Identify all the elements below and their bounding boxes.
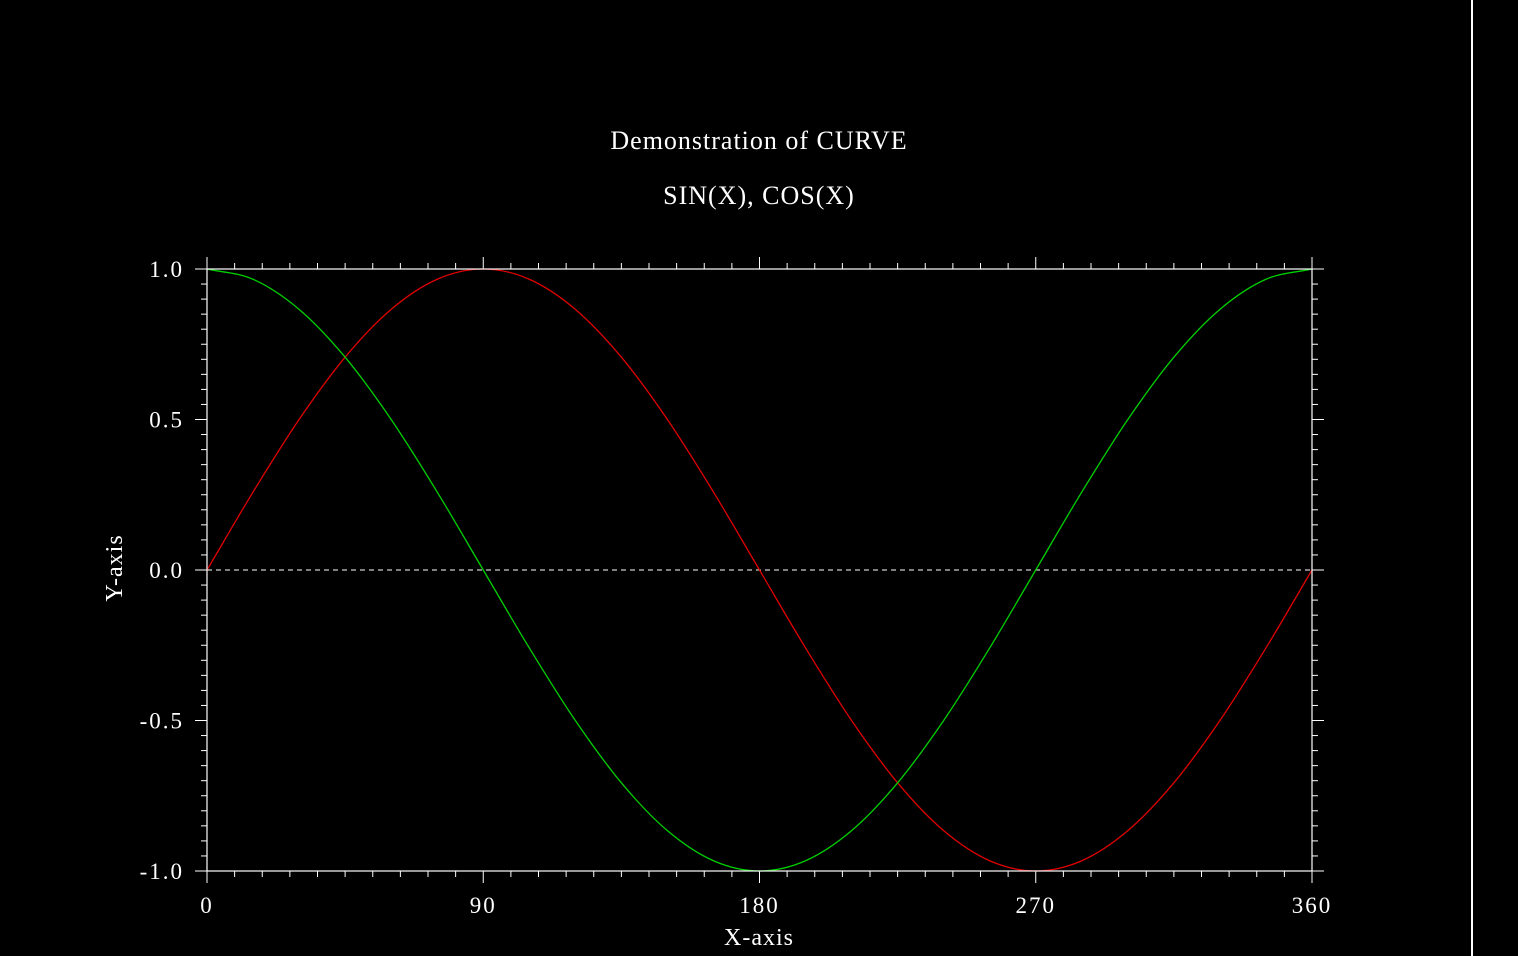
plot-frame: [206, 268, 1313, 872]
window-divider: [1471, 0, 1473, 956]
x-tick-label: 0: [200, 893, 214, 918]
y-axis-label: Y-axis: [102, 534, 128, 601]
x-tick-label: 180: [739, 893, 780, 918]
x-tick-label: 360: [1292, 893, 1333, 918]
y-tick-label: 0.5: [149, 408, 184, 433]
tick-marks: [195, 257, 1324, 883]
x-axis-label: X-axis: [724, 925, 794, 951]
y-tick-label: -0.5: [140, 709, 184, 734]
chart-title: Demonstration of CURVE: [610, 126, 907, 155]
x-tick-labels: 0 90 180 270 360: [200, 893, 1333, 918]
y-tick-label: -1.0: [140, 859, 184, 884]
chart-subtitle: SIN(X), COS(X): [663, 181, 855, 210]
y-tick-labels: -1.0 -0.5 0.0 0.5 1.0: [140, 257, 184, 884]
series-line-1: [206, 268, 1313, 872]
y-tick-label: 1.0: [149, 257, 184, 282]
y-tick-label: 0.0: [149, 558, 184, 583]
x-tick-label: 270: [1016, 893, 1057, 918]
x-tick-label: 90: [470, 893, 497, 918]
